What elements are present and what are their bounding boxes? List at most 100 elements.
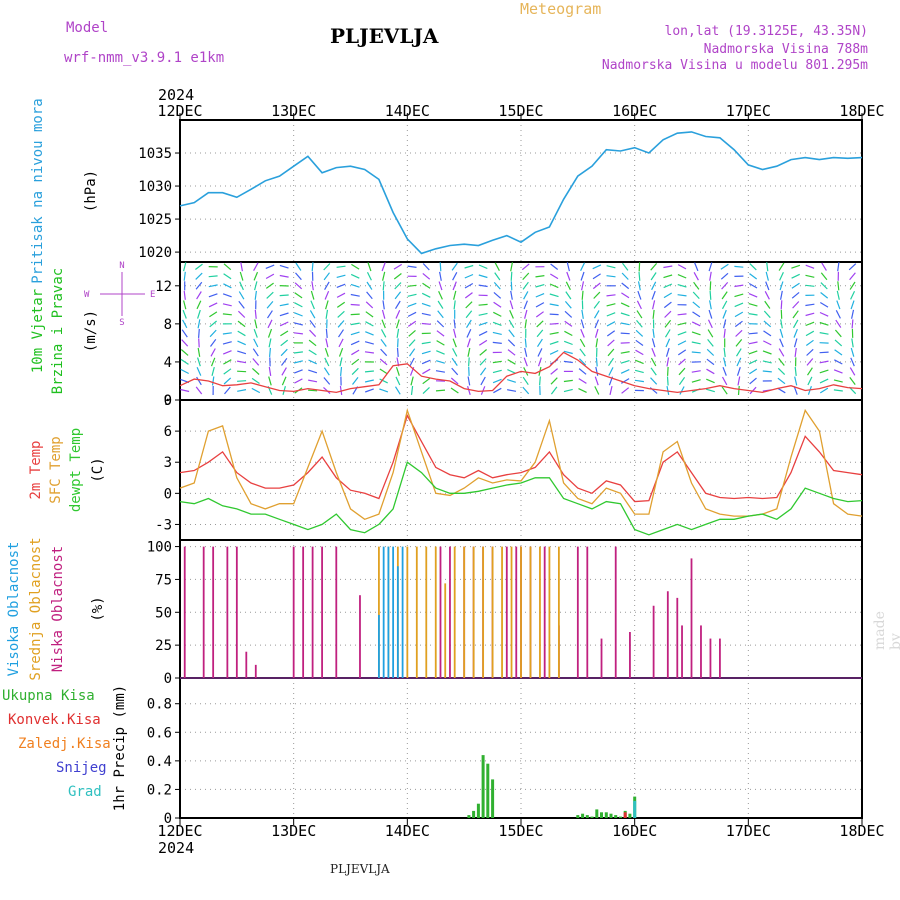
wind-arrow [492,321,502,326]
wind-arrow [762,350,772,355]
x-tick-label-bottom: 14DEC [385,822,430,840]
wind-arrow [793,338,798,348]
wind-arrow [325,338,329,348]
wind-arrow [182,319,188,329]
wind-arrow [198,328,200,338]
wind-arrow [407,293,417,297]
wind-arrow [806,358,814,366]
wind-arrow [336,301,346,308]
wind-arrow [308,379,318,383]
wind-arrow [736,367,741,376]
wind-arrow [691,370,701,373]
wind-arrow [237,380,247,382]
wind-arrow [791,291,800,299]
wind-arrow [438,281,443,291]
wind-arrow [395,376,401,386]
wind-arrow [765,271,769,281]
wind-arrow [223,263,232,271]
wind-arrow [237,340,246,346]
wind-arrow [409,348,416,357]
precip-legend-1: Konvek.Kisa [8,712,101,728]
wind-arrow [223,283,232,289]
wind-arrow [650,377,658,385]
wind-arrow [507,369,516,374]
wind-arrow [253,271,259,281]
y-tick-label: 0.8 [147,697,172,713]
wind-arrow [279,321,289,327]
wind-arrow [365,311,374,318]
wind-arrow [422,272,431,280]
wind-arrow [748,282,758,289]
wind-arrow [693,272,699,281]
wind-arrow [709,290,712,300]
pressure-line [179,131,863,255]
wind-arrow [693,281,700,290]
wind-arrow [395,367,400,376]
precip-bar [609,813,613,818]
wind-arrow [592,264,602,270]
wind-arrow [523,300,528,310]
wind-arrow [663,283,673,289]
wind-arrow [621,387,630,394]
wind-arrow [310,290,315,300]
compass-w: W [84,290,90,300]
wind-arrow [437,300,444,309]
wind-arrow [379,378,388,384]
wind-arrow [679,386,685,395]
wind-arrow [819,332,829,335]
wind-arrow [324,357,330,367]
wind-arrow [237,370,247,373]
year-label-top: 2024 [158,86,194,104]
wind-arrow [240,262,243,272]
wind-arrow [209,320,217,328]
wind-arrow [507,359,516,365]
wind-arrow [208,293,218,298]
y-tick-label: 0.4 [147,754,172,770]
wind-arrow [723,347,726,357]
wind-arrow [535,293,545,298]
wind-arrow [407,311,417,317]
wind-arrow [339,357,343,367]
wind-arrow [608,367,614,376]
wind-arrow [593,310,600,319]
wind-arrow [281,367,287,376]
wind-arrow [364,379,374,383]
wind-arrow [578,388,587,393]
wind-arrow [849,272,856,281]
wind-arrow [507,339,516,347]
precip-bar [486,763,490,818]
wind-arrow [453,328,457,338]
wind-arrow [564,301,572,309]
wind-arrow [677,284,687,288]
model-altitude-label: Nadmorska Visina u modelu 801.295m [601,58,868,73]
wind-arrow [794,347,797,357]
wind-arrow [251,377,260,384]
wind-arrow [549,313,559,316]
wind-arrow [620,378,630,384]
wind-arrow [663,301,672,309]
wind-arrow [293,312,303,317]
wind-arrow [805,274,815,278]
wind-arrow [367,262,372,272]
wind-arrow [692,291,700,300]
wind-arrow [708,309,713,319]
wind-arrow [265,264,275,269]
wind-arrow [238,300,245,309]
wind-arrow [222,350,232,355]
wind-arrow [563,350,573,355]
wind-arrow [324,290,330,300]
wind-arrow [350,313,360,316]
wind-arrow [279,312,289,317]
wind-arrow [509,309,514,319]
wind-arrow [421,350,431,355]
wind-arrow [196,291,202,300]
y-tick-label: 1025 [138,212,172,228]
wind-arrow [522,376,529,386]
wind-arrow [650,263,658,271]
wind-arrow [721,376,728,386]
wind-arrow [635,339,644,346]
wind-arrow [480,367,487,376]
wind-arrow [794,376,798,386]
wind-arrow [595,357,598,367]
wind-arrow [549,283,559,289]
